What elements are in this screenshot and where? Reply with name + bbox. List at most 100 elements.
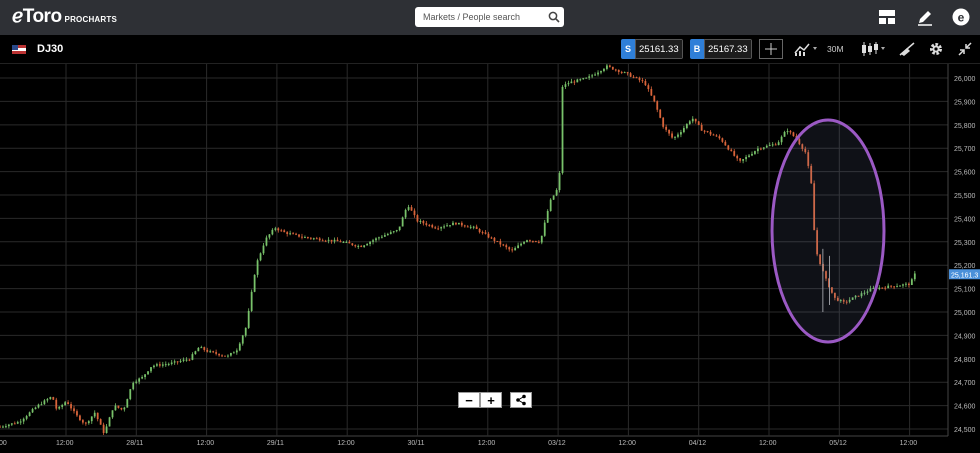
candle-body — [256, 260, 259, 275]
candle-body — [567, 83, 570, 85]
candle-body — [10, 423, 13, 425]
interval-selector[interactable]: 30M — [827, 44, 844, 54]
y-tick-label: 25,000 — [954, 310, 976, 317]
candle-body — [529, 240, 531, 242]
candle-body — [913, 273, 916, 280]
candle-body — [757, 148, 759, 152]
x-tick-label: 05/12 — [829, 440, 847, 447]
search-input[interactable] — [415, 7, 564, 27]
edit-pencil-icon[interactable] — [915, 7, 935, 27]
x-tick-label: 12:00 — [337, 440, 355, 447]
candle-body — [366, 244, 369, 246]
candle-body — [540, 235, 543, 243]
candle-body — [460, 222, 463, 226]
x-tick-label: 28/11 — [126, 440, 143, 447]
candle-body — [585, 77, 588, 79]
buy-label: B — [690, 39, 704, 59]
candle-body — [644, 81, 647, 86]
sell-price: 25161.33 — [635, 39, 683, 59]
candle-body — [665, 126, 668, 130]
candle-body — [40, 404, 43, 406]
candle-body — [244, 327, 247, 336]
candle-body — [677, 134, 679, 137]
candle-body — [407, 207, 410, 210]
etoro-logo[interactable]: ℯToro PROCHARTS — [12, 7, 117, 27]
sell-button[interactable]: S 25161.33 — [621, 39, 683, 59]
candle-body — [869, 288, 872, 292]
candle-body — [126, 399, 129, 408]
candle-body — [523, 242, 525, 244]
zoom-out-button[interactable]: − — [458, 392, 480, 408]
candle-body — [736, 155, 739, 159]
x-tick-label: 12:00 — [618, 440, 636, 447]
candle-body — [324, 240, 327, 242]
zoom-in-button[interactable]: + — [480, 392, 502, 408]
candle-body — [789, 131, 792, 133]
candle-body — [253, 274, 256, 292]
candle-body — [839, 300, 842, 302]
candle-body — [635, 77, 638, 79]
candlestick-type-icon[interactable] — [860, 41, 888, 57]
instrument-header[interactable]: DJ30 — [12, 43, 63, 55]
candle-body — [79, 415, 81, 421]
current-price-label: 25,161.3 — [951, 272, 978, 279]
candle-body — [762, 147, 765, 149]
price-chart[interactable]: 26,000 25,900 25,800 25,700 25,600 25,500 25,4… — [0, 63, 980, 448]
candle-body — [496, 240, 499, 242]
drawing-tools-icon[interactable] — [898, 41, 916, 57]
candle-body — [597, 72, 599, 75]
candle-body — [608, 65, 611, 67]
candle-body — [286, 232, 289, 234]
candle-body — [422, 221, 425, 224]
candle-body — [555, 190, 558, 196]
candle-body — [700, 124, 703, 131]
candle-body — [706, 131, 709, 133]
logo-text: ℯToro — [12, 6, 62, 27]
candle-body — [283, 230, 286, 233]
candle-body — [84, 422, 87, 424]
layout-icon[interactable] — [877, 7, 897, 27]
x-tick-label: 30/11 — [408, 440, 425, 447]
candle-body — [330, 239, 333, 242]
search-icon[interactable] — [548, 11, 560, 23]
collapse-icon[interactable] — [957, 41, 973, 57]
candle-body — [315, 238, 318, 240]
etoro-home-icon[interactable]: e — [951, 7, 971, 27]
candle-body — [336, 239, 339, 242]
candle-body — [209, 351, 212, 353]
x-tick-label: 04/12 — [689, 440, 707, 447]
candle-body — [114, 405, 117, 411]
candle-body — [466, 226, 469, 228]
x-tick-label: 12:00 — [197, 440, 215, 447]
y-tick-label: 25,200 — [954, 263, 976, 270]
candle-body — [262, 245, 265, 254]
candle-body — [93, 412, 96, 417]
candle-body — [688, 121, 691, 124]
chart-svg[interactable]: 26,000 25,900 25,800 25,700 25,600 25,500 25,4… — [0, 63, 980, 448]
candle-body — [247, 310, 250, 328]
candle-body — [327, 239, 330, 241]
candle-body — [905, 283, 907, 285]
indicators-icon[interactable] — [793, 41, 819, 57]
y-tick-label: 25,300 — [954, 240, 976, 247]
candle-body — [520, 243, 522, 246]
share-button[interactable] — [510, 392, 532, 408]
candle-body — [425, 223, 428, 225]
candle-body — [440, 227, 443, 229]
candle-body — [318, 238, 321, 241]
buy-button[interactable]: B 25167.33 — [690, 39, 752, 59]
candle-body — [499, 241, 502, 245]
crosshair-icon[interactable] — [759, 39, 783, 59]
buy-price: 25167.33 — [704, 39, 752, 59]
candle-body — [600, 71, 602, 73]
candle-body — [351, 243, 354, 246]
candle-body — [129, 389, 132, 400]
candle-body — [312, 238, 315, 240]
candle-body — [833, 292, 836, 298]
candle-body — [156, 364, 158, 366]
candle-body — [2, 426, 4, 428]
settings-gear-icon[interactable] — [928, 41, 944, 57]
candle-body — [295, 233, 297, 235]
y-tick-label: 24,500 — [954, 427, 976, 434]
candle-body — [345, 242, 348, 244]
